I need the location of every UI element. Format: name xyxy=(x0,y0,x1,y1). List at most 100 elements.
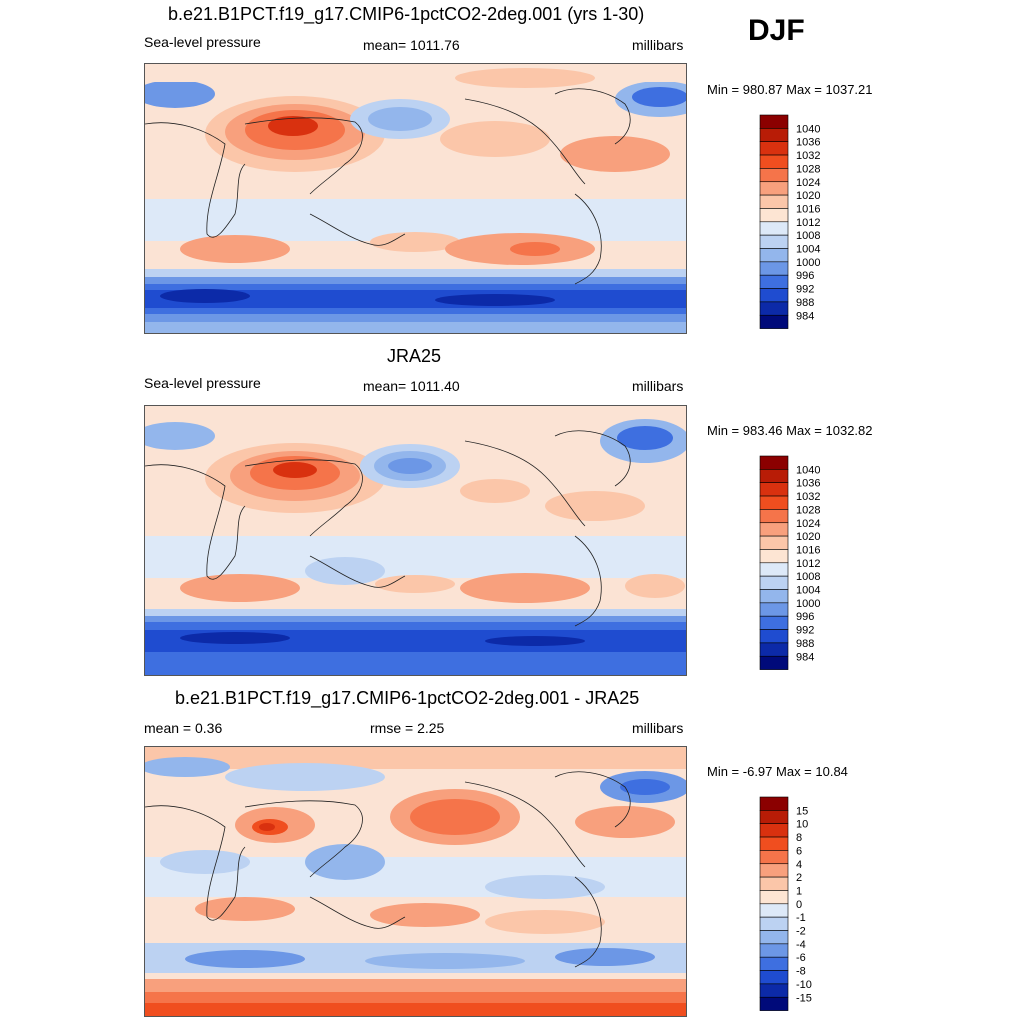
colorbar-3-tick-label: 15 xyxy=(796,805,808,817)
colorbar-3-box-13 xyxy=(759,970,789,985)
panel-3-map xyxy=(144,746,687,1017)
panel-3-title: b.e21.B1PCT.f19_g17.CMIP6-1pctCO2-2deg.0… xyxy=(175,688,640,708)
colorbar-2-box-10 xyxy=(759,589,789,604)
colorbar-3-tick-label: 4 xyxy=(796,859,802,871)
colorbar-1-box-2 xyxy=(759,141,789,156)
colorbar-1-tick-label: 1028 xyxy=(796,163,820,175)
colorbar-1-box-8 xyxy=(759,221,789,236)
colorbar-3-tick-label: -4 xyxy=(796,939,806,951)
colorbar-1-tick-label: 1024 xyxy=(796,177,820,189)
colorbar-2-box-15 xyxy=(759,655,789,670)
colorbar-2-box-0 xyxy=(759,455,789,470)
colorbar-1-box-13 xyxy=(759,288,789,303)
colorbar-1-box-3 xyxy=(759,154,789,169)
panel-3-minmax-label: Min = -6.97 Max = 10.84 xyxy=(707,764,848,779)
colorbar-3-box-2 xyxy=(759,823,789,838)
colorbar-3-box-14 xyxy=(759,983,789,998)
colorbar-2-tick-label: 988 xyxy=(796,638,814,650)
colorbar-2-box-14 xyxy=(759,642,789,657)
colorbar-3-box-7 xyxy=(759,890,789,905)
colorbar-3-box-6 xyxy=(759,876,789,891)
colorbar-1-box-6 xyxy=(759,194,789,209)
colorbar-1-box-1 xyxy=(759,128,789,143)
colorbar-2-box-8 xyxy=(759,562,789,577)
colorbar-1-tick-label: 992 xyxy=(796,284,814,296)
colorbar-3-box-11 xyxy=(759,943,789,958)
season-label: DJF xyxy=(748,14,805,47)
colorbar-2-tick-label: 1000 xyxy=(796,598,820,610)
panel-3-colorbar: 15 10 8 6 4 2 1 0 -1 -2 -4 -6 -8 -10 -15 xyxy=(759,796,860,1013)
colorbar-1-tick-label: 1000 xyxy=(796,257,820,269)
panel-1-minmax-label: Min = 980.87 Max = 1037.21 xyxy=(707,82,873,97)
colorbar-2-tick-label: 992 xyxy=(796,625,814,637)
colorbar-2-tick-label: 996 xyxy=(796,611,814,623)
colorbar-2-tick-label: 1008 xyxy=(796,571,820,583)
colorbar-1-tick-label: 1012 xyxy=(796,217,820,229)
colorbar-1-tick-label: 1036 xyxy=(796,137,820,149)
colorbar-3-box-0 xyxy=(759,796,789,811)
panel-1-variable-label: Sea-level pressure xyxy=(144,34,261,50)
colorbar-1-box-4 xyxy=(759,168,789,183)
colorbar-1-tick-label: 1004 xyxy=(796,244,820,256)
colorbar-1-box-0 xyxy=(759,114,789,129)
colorbar-2-tick-label: 1032 xyxy=(796,491,820,503)
panel-3-map-svg xyxy=(145,747,686,1016)
colorbar-2-tick-label: 984 xyxy=(796,651,814,663)
panel-3-rmse-label: rmse = 2.25 xyxy=(370,720,445,736)
colorbar-2-tick-label: 1036 xyxy=(796,478,820,490)
colorbar-3-box-4 xyxy=(759,850,789,865)
colorbar-1-tick-label: 988 xyxy=(796,297,814,309)
colorbar-3-tick-label: 10 xyxy=(796,819,808,831)
colorbar-2-box-7 xyxy=(759,549,789,564)
panel-1-map xyxy=(144,63,687,334)
colorbar-2-box-4 xyxy=(759,509,789,524)
colorbar-3-box-12 xyxy=(759,956,789,971)
colorbar-3-tick-label: 0 xyxy=(796,899,802,911)
colorbar-3-box-9 xyxy=(759,916,789,931)
colorbar-3-box-15 xyxy=(759,996,789,1011)
colorbar-3-tick-label: -15 xyxy=(796,992,812,1004)
colorbar-3-tick-label: 1 xyxy=(796,885,802,897)
colorbar-1-box-9 xyxy=(759,234,789,249)
colorbar-1-box-7 xyxy=(759,208,789,223)
panel-1-units-label: millibars xyxy=(632,37,684,53)
colorbar-1-tick-label: 1020 xyxy=(796,190,820,202)
colorbar-1-box-12 xyxy=(759,274,789,289)
panel-2-colorbar: 1040 1036 1032 1028 1024 1020 1016 1012 1008 1004… xyxy=(759,455,860,672)
colorbar-3-tick-label: -8 xyxy=(796,966,806,978)
colorbar-2-tick-label: 1020 xyxy=(796,531,820,543)
colorbar-2-box-12 xyxy=(759,615,789,630)
colorbar-3-tick-label: -10 xyxy=(796,979,812,991)
panel-2-variable-label: Sea-level pressure xyxy=(144,375,261,391)
panel-3-units-label: millibars xyxy=(632,720,684,736)
colorbar-2-tick-label: 1004 xyxy=(796,585,820,597)
panel-2-map xyxy=(144,405,687,676)
colorbar-2-tick-label: 1040 xyxy=(796,464,820,476)
colorbar-2-tick-label: 1016 xyxy=(796,544,820,556)
colorbar-3-box-1 xyxy=(759,810,789,825)
colorbar-1-tick-label: 1040 xyxy=(796,123,820,135)
colorbar-2-box-6 xyxy=(759,535,789,550)
panel-2-units-label: millibars xyxy=(632,378,684,394)
panel-3-mean-label: mean = 0.36 xyxy=(144,720,223,736)
colorbar-3-box-3 xyxy=(759,836,789,851)
panel-2-title: JRA25 xyxy=(387,346,442,366)
colorbar-2-tick-label: 1012 xyxy=(796,558,820,570)
panel-2-minmax-label: Min = 983.46 Max = 1032.82 xyxy=(707,423,873,438)
colorbar-1-box-15 xyxy=(759,314,789,329)
colorbar-1-tick-label: 1032 xyxy=(796,150,820,162)
colorbar-2-box-13 xyxy=(759,629,789,644)
colorbar-1-tick-label: 996 xyxy=(796,270,814,282)
colorbar-3-tick-label: 8 xyxy=(796,832,802,844)
panel-1-colorbar: 1040 1036 1032 1028 1024 1020 1016 1012 1008 1004… xyxy=(759,114,860,331)
colorbar-1-tick-label: 1016 xyxy=(796,203,820,215)
colorbar-3-tick-label: -2 xyxy=(796,926,806,938)
colorbar-1-box-10 xyxy=(759,248,789,263)
colorbar-2-box-9 xyxy=(759,575,789,590)
colorbar-1-box-5 xyxy=(759,181,789,196)
colorbar-1-tick-label: 984 xyxy=(796,310,814,322)
colorbar-3-box-5 xyxy=(759,863,789,878)
colorbar-3-tick-label: -1 xyxy=(796,912,806,924)
